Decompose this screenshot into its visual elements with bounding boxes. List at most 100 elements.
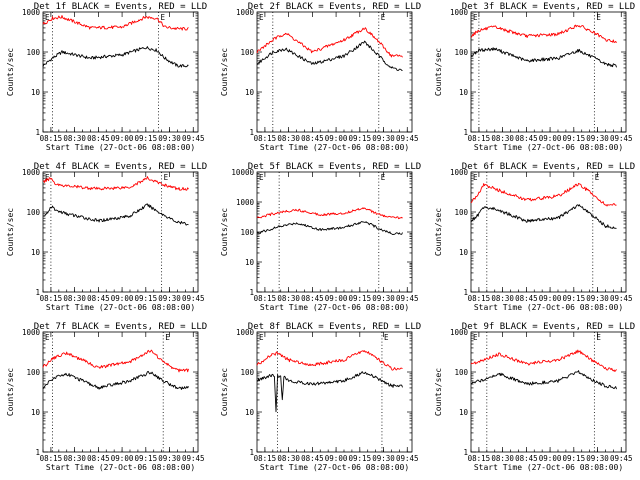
panel-title: Det 8f BLACK = Events, RED = LLD [248, 322, 421, 332]
x-tick-label: 08:15 [254, 294, 277, 303]
x-tick-label: 09:45 [610, 294, 633, 303]
x-tick-label: 08:30 [491, 134, 514, 143]
panel-1: Det 1f BLACK = Events, RED = LLD 1 10 100 10… [6, 2, 207, 152]
x-tick-label: 08:30 [277, 294, 300, 303]
plot-frame [256, 171, 413, 293]
x-tick-label: 08:15 [40, 454, 63, 463]
panel-title: Det 7f BLACK = Events, RED = LLD [34, 322, 207, 332]
panel-title: Det 5f BLACK = Events, RED = LLD [248, 162, 421, 172]
x-tick-label: 09:30 [372, 454, 395, 463]
x-axis-label: Start Time (27-Oct-06 08:08:00) [46, 143, 195, 152]
panel-4: Det 4f BLACK = Events, RED = LLD 1 10 100 10… [6, 162, 207, 312]
lld-series-line [470, 182, 617, 207]
y-tick-label: 100 [26, 368, 40, 377]
y-tick-label: 100 [240, 48, 254, 57]
x-tick-label: 08:45 [301, 294, 324, 303]
panel-6: Det 6f BLACK = Events, RED = LLD 1 10 100 10… [434, 162, 635, 312]
panel-title: Det 2f BLACK = Events, RED = LLD [248, 2, 421, 12]
y-tick-label: 10 [459, 88, 469, 97]
x-tick-label: 08:30 [277, 454, 300, 463]
y-tick-label: 10 [245, 88, 255, 97]
x-tick-label: 08:15 [254, 454, 277, 463]
x-tick-label: 08:45 [87, 294, 110, 303]
x-tick-label: 08:15 [40, 134, 63, 143]
x-tick-label: 08:45 [515, 454, 538, 463]
x-tick-label: 09:15 [563, 134, 586, 143]
lld-series-line [256, 27, 403, 58]
y-tick-label: 1000 [22, 8, 41, 17]
y-tick-label: 10 [459, 408, 469, 417]
events-series-line [470, 370, 617, 390]
x-tick-label: 09:15 [135, 454, 158, 463]
x-tick-label: 08:30 [491, 454, 514, 463]
x-tick-label: 09:45 [182, 294, 205, 303]
events-series-line [256, 371, 403, 413]
x-axis-label: Start Time (27-Oct-06 08:08:00) [474, 463, 623, 472]
x-tick-label: 09:45 [182, 134, 205, 143]
y-tick-label: 1000 [22, 328, 41, 337]
x-tick-label: 09:15 [135, 134, 158, 143]
y-tick-label: 1000 [22, 168, 41, 177]
y-tick-label: 1 [463, 448, 468, 457]
x-tick-label: 08:45 [301, 454, 324, 463]
panel-title: Det 1f BLACK = Events, RED = LLD [34, 2, 207, 12]
y-axis-label: Counts/sec [434, 208, 443, 256]
y-tick-label: 100 [454, 368, 468, 377]
x-tick-label: 09:00 [325, 294, 348, 303]
panel-7: Det 7f BLACK = Events, RED = LLD 1 10 100 10… [6, 322, 207, 472]
x-tick-label: 08:15 [468, 294, 491, 303]
x-tick-label: 09:00 [539, 294, 562, 303]
lld-series-line [470, 24, 617, 44]
y-tick-label: 1 [249, 128, 254, 137]
panel-2: Det 2f BLACK = Events, RED = LLD 1 10 100 10… [220, 2, 421, 152]
y-tick-label: 1000 [236, 198, 255, 207]
plot-frame [256, 11, 413, 133]
y-tick-label: 100 [26, 208, 40, 217]
x-tick-label: 09:00 [325, 454, 348, 463]
corner-label: E [45, 333, 50, 342]
x-tick-label: 08:45 [515, 134, 538, 143]
y-tick-label: 1 [249, 288, 254, 297]
events-series-line [42, 370, 189, 390]
panel-title: Det 3f BLACK = Events, RED = LLD [462, 2, 635, 12]
x-axis-label: Start Time (27-Oct-06 08:08:00) [260, 303, 409, 312]
corner-label: E [595, 173, 600, 182]
corner-label: E [259, 333, 264, 342]
y-tick-label: 1 [463, 128, 468, 137]
x-tick-label: 09:15 [349, 454, 372, 463]
plot-frame [42, 11, 199, 133]
x-tick-label: 09:45 [610, 454, 633, 463]
y-tick-label: 1000 [236, 328, 255, 337]
x-tick-label: 09:15 [563, 294, 586, 303]
y-tick-label: 100 [26, 48, 40, 57]
x-tick-label: 09:30 [372, 294, 395, 303]
y-tick-label: 100 [240, 368, 254, 377]
lld-series-line [470, 349, 617, 372]
x-tick-label: 09:45 [182, 454, 205, 463]
y-tick-label: 100 [454, 48, 468, 57]
corner-label: E [473, 333, 478, 342]
x-tick-label: 08:30 [277, 134, 300, 143]
x-tick-label: 09:45 [610, 134, 633, 143]
y-axis-label: Counts/sec [434, 48, 443, 96]
lld-series-line [256, 350, 403, 371]
y-tick-label: 10 [459, 248, 469, 257]
events-series-line [470, 47, 617, 68]
y-tick-label: 100 [454, 208, 468, 217]
y-tick-label: 1 [35, 448, 40, 457]
y-tick-label: 10 [245, 258, 255, 267]
plot-frame [470, 331, 627, 453]
panel-9: Det 9f BLACK = Events, RED = LLD 1 10 100 10… [434, 322, 635, 472]
x-tick-label: 08:45 [87, 134, 110, 143]
x-axis-label: Start Time (27-Oct-06 08:08:00) [474, 143, 623, 152]
corner-label: E [596, 13, 601, 22]
corner-label: E [381, 173, 386, 182]
events-series-line [42, 46, 189, 68]
x-tick-label: 09:30 [586, 454, 609, 463]
x-tick-label: 09:15 [349, 294, 372, 303]
y-tick-label: 10 [31, 248, 41, 257]
x-tick-label: 09:30 [586, 294, 609, 303]
y-tick-label: 100 [240, 228, 254, 237]
corner-label: E [384, 333, 389, 342]
x-tick-label: 09:15 [349, 134, 372, 143]
